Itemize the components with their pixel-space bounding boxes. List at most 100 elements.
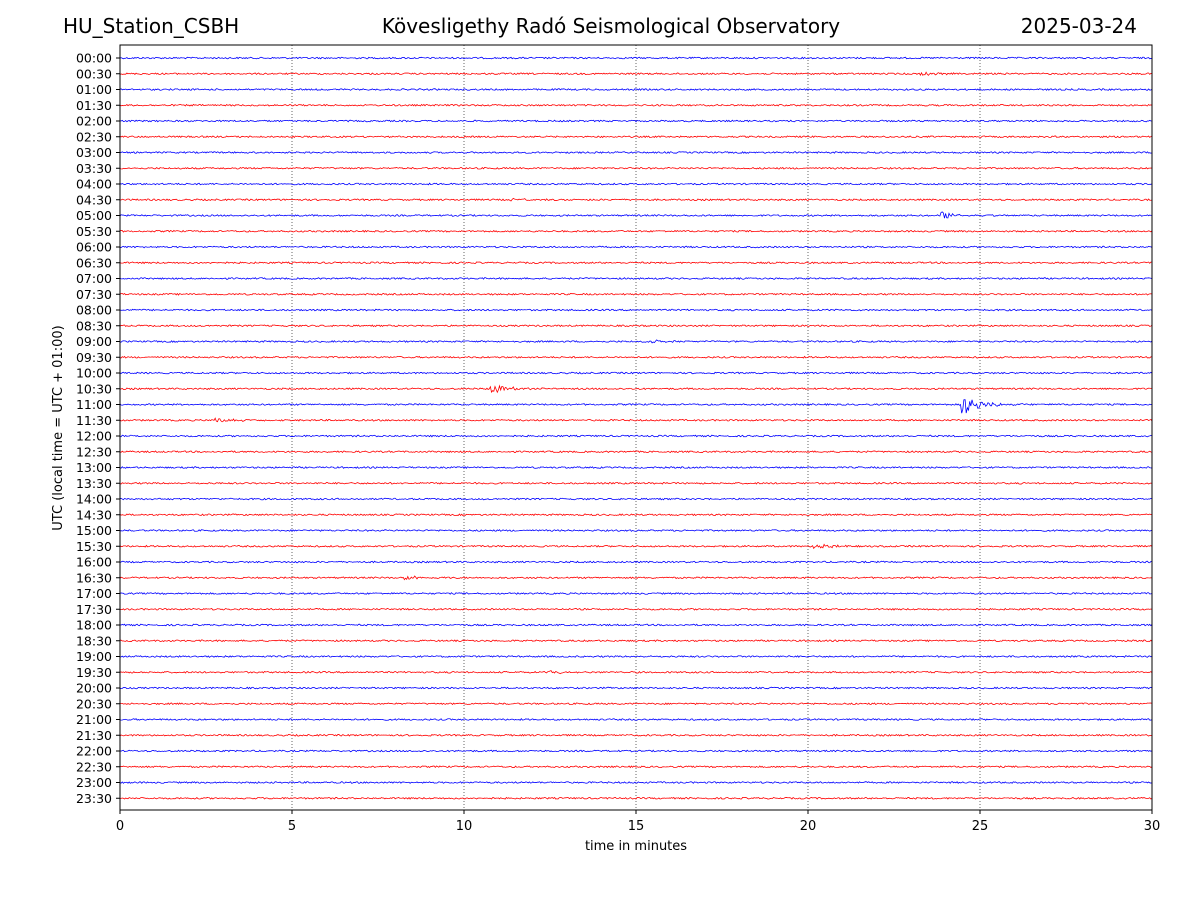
row-time-label: 09:00: [76, 334, 112, 349]
row-time-label: 00:30: [76, 66, 112, 81]
trace-1200: [119, 434, 1153, 438]
x-axis-label: time in minutes: [585, 839, 687, 854]
row-time-label: 00:00: [76, 51, 112, 66]
row-time-label: 08:30: [76, 318, 112, 333]
row-time-label: 08:00: [76, 303, 112, 318]
row-time-label: 04:00: [76, 177, 112, 192]
trace-1230: [119, 450, 1153, 454]
row-time-label: 11:00: [76, 397, 112, 412]
row-time-label: 07:00: [76, 271, 112, 286]
row-time-label: 01:00: [76, 82, 112, 97]
trace-1700: [119, 592, 1153, 595]
row-time-label: 16:30: [76, 570, 112, 585]
x-axis-ticks: 0 5 10 15 20 25 30: [116, 810, 1160, 834]
trace-0630: [119, 261, 1153, 265]
row-time-label: 21:00: [76, 712, 112, 727]
row-time-label: 12:30: [76, 444, 112, 459]
trace-2330: [119, 796, 1153, 800]
row-time-label: 07:30: [76, 287, 112, 302]
row-time-label: 06:00: [76, 240, 112, 255]
row-time-label: 15:00: [76, 523, 112, 538]
trace-0500: [119, 211, 1153, 219]
trace-0100: [119, 88, 1153, 91]
trace-1530: [119, 543, 1153, 550]
row-time-label: 22:00: [76, 744, 112, 759]
trace-0530: [119, 229, 1153, 233]
row-time-label: 13:30: [76, 476, 112, 491]
trace-0200: [119, 119, 1153, 123]
trace-1330: [119, 481, 1153, 485]
trace-0800: [119, 308, 1153, 312]
trace-2200: [119, 749, 1153, 753]
trace-0430: [119, 197, 1153, 202]
trace-1930: [119, 670, 1153, 675]
row-time-label: 16:00: [76, 555, 112, 570]
trace-0000: [119, 56, 1153, 60]
trace-0400: [119, 182, 1153, 186]
station-name: HU_Station_CSBH: [63, 14, 240, 38]
row-time-label: 18:00: [76, 618, 112, 633]
row-time-label: 21:30: [76, 728, 112, 743]
row-time-label: 20:00: [76, 681, 112, 696]
trace-0600: [119, 245, 1153, 249]
row-time-label: 20:30: [76, 696, 112, 711]
row-time-label: 10:00: [76, 366, 112, 381]
trace-1900: [119, 655, 1153, 658]
row-time-label: 04:30: [76, 192, 112, 207]
trace-0830: [119, 324, 1153, 328]
trace-0330: [119, 166, 1153, 170]
trace-0300: [120, 151, 1153, 154]
x-tick-label: 15: [628, 819, 645, 834]
trace-1300: [119, 466, 1153, 469]
row-time-label: 23:30: [76, 791, 112, 806]
trace-0230: [119, 135, 1153, 139]
row-time-label: 19:00: [76, 649, 112, 664]
observatory-title: Kövesligethy Radó Seismological Observat…: [381, 14, 841, 38]
trace-2300: [119, 781, 1153, 784]
row-time-label: 11:30: [76, 413, 112, 428]
row-time-label: 09:30: [76, 350, 112, 365]
trace-1400: [119, 497, 1153, 501]
row-time-label: 03:30: [76, 161, 112, 176]
x-tick-label: 20: [800, 819, 817, 834]
row-time-label: 17:30: [76, 602, 112, 617]
trace-1830: [119, 639, 1153, 643]
row-time-label: 03:00: [76, 145, 112, 160]
trace-1600: [119, 560, 1153, 564]
trace-0030: [119, 71, 1153, 77]
row-time-label: 02:30: [76, 129, 112, 144]
trace-1800: [119, 623, 1153, 627]
y-axis-label: UTC (local time = UTC + 01:00): [51, 325, 66, 530]
trace-1430: [119, 513, 1153, 517]
row-time-label: 22:30: [76, 759, 112, 774]
trace-0900: [119, 339, 1153, 344]
x-tick-label: 5: [288, 819, 296, 834]
row-time-label: 05:00: [76, 208, 112, 223]
trace-1130: [119, 417, 1153, 423]
row-time-labels: 00:0000:3001:0001:3002:0002:3003:0003:30…: [76, 51, 120, 806]
trace-0730: [119, 292, 1153, 296]
date-label: 2025-03-24: [1020, 14, 1137, 38]
trace-1500: [119, 529, 1153, 532]
trace-2100: [119, 718, 1153, 721]
row-time-label: 01:30: [76, 98, 112, 113]
trace-2230: [119, 765, 1153, 769]
vertical-grid-lines: [291, 45, 981, 810]
trace-1000: [119, 371, 1153, 375]
x-tick-label: 0: [116, 819, 124, 834]
row-time-label: 10:30: [76, 381, 112, 396]
trace-1730: [119, 607, 1153, 611]
row-time-label: 14:30: [76, 507, 112, 522]
trace-0130: [119, 103, 1153, 107]
trace-0930: [119, 355, 1153, 359]
trace-1630: [119, 575, 1153, 581]
row-time-label: 15:30: [76, 539, 112, 554]
row-time-label: 19:30: [76, 665, 112, 680]
trace-2030: [119, 702, 1153, 706]
row-time-label: 02:00: [76, 114, 112, 129]
x-tick-label: 10: [456, 819, 473, 834]
row-time-label: 13:00: [76, 460, 112, 475]
row-time-label: 12:00: [76, 429, 112, 444]
trace-2130: [119, 733, 1153, 737]
